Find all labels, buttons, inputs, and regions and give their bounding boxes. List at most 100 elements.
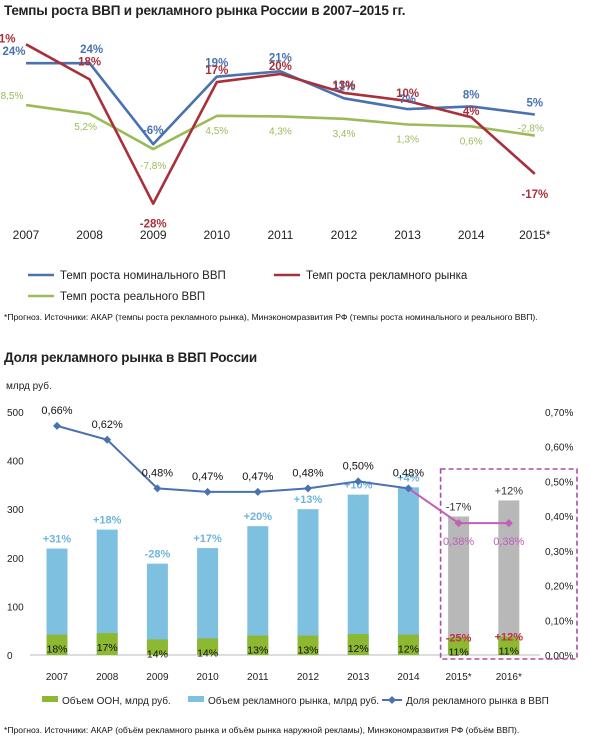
share-marker bbox=[404, 484, 413, 493]
legend-label-nominal-gdp: Темп роста номинального ВВП bbox=[60, 270, 226, 282]
ooh-share-label: 13% bbox=[297, 645, 318, 657]
data-label-nominal-gdp: -6% bbox=[143, 125, 163, 137]
share-marker bbox=[253, 487, 262, 496]
data-label-real-gdp: 4,3% bbox=[269, 126, 292, 137]
y-axis-title: млрд руб. bbox=[6, 380, 52, 392]
share-marker bbox=[103, 435, 112, 444]
bar-ooh bbox=[397, 634, 419, 655]
bar-ooh bbox=[297, 635, 319, 655]
bar-ooh bbox=[46, 634, 68, 655]
y-tick-label: 300 bbox=[7, 505, 24, 516]
y2-tick-label: 0,70% bbox=[545, 408, 573, 419]
bar-ooh bbox=[347, 634, 369, 655]
x-tick-label: 2008 bbox=[96, 672, 119, 683]
data-label-nominal-gdp: 24% bbox=[80, 44, 103, 56]
bar-ooh bbox=[498, 636, 520, 655]
bar-ad-market bbox=[247, 526, 269, 655]
bar-ooh bbox=[247, 635, 269, 655]
x-tick-label: 2013 bbox=[394, 228, 421, 242]
data-label-ad-market: -17% bbox=[521, 189, 548, 201]
legend-marker-share bbox=[388, 696, 396, 704]
data-label-real-gdp: -7,8% bbox=[140, 161, 166, 172]
ad-market-change-label: -17% bbox=[446, 501, 472, 513]
share-value-label: 0,47% bbox=[242, 471, 273, 483]
data-label-nominal-gdp: 21% bbox=[269, 52, 292, 64]
ooh-change-label: -25% bbox=[446, 633, 472, 645]
ooh-share-label: 14% bbox=[197, 647, 218, 659]
share-value-label: 0,48% bbox=[393, 467, 424, 479]
y2-tick-label: 0,00% bbox=[545, 651, 573, 662]
ad-market-change-label: -28% bbox=[145, 549, 171, 561]
series-line-ad-market bbox=[25, 43, 536, 205]
data-label-ad-market: 13% bbox=[332, 80, 355, 92]
legend-label-ooh: Объем ООН, млрд руб. bbox=[62, 695, 171, 707]
series-line-real-gdp bbox=[25, 103, 535, 151]
x-tick-label: 2008 bbox=[76, 228, 103, 242]
y-tick-label: 200 bbox=[7, 554, 24, 565]
ooh-share-label: 11% bbox=[499, 646, 519, 658]
data-label-ad-market: 10% bbox=[396, 88, 419, 100]
data-label-real-gdp: 1,3% bbox=[396, 134, 419, 145]
ad-market-change-label: +20% bbox=[244, 511, 273, 523]
share-marker bbox=[454, 519, 463, 528]
data-label-ad-market: -28% bbox=[140, 219, 167, 231]
data-label-nominal-gdp: 24% bbox=[2, 46, 25, 58]
share-marker bbox=[53, 421, 61, 430]
bar-ooh bbox=[96, 633, 118, 655]
x-tick-label: 2010 bbox=[203, 228, 230, 242]
data-label-nominal-gdp: 19% bbox=[205, 58, 228, 70]
share-value-label: 0,50% bbox=[343, 460, 374, 472]
y-tick-label: 0 bbox=[7, 651, 13, 662]
ad-market-change-label: +18% bbox=[93, 515, 122, 527]
share-marker bbox=[304, 484, 312, 493]
share-value-label: 0,48% bbox=[292, 467, 323, 479]
data-label-nominal-gdp: 5% bbox=[526, 98, 543, 110]
y-tick-label: 500 bbox=[7, 408, 24, 419]
ooh-share-label: 17% bbox=[97, 642, 118, 654]
data-label-ad-market: 20% bbox=[269, 61, 292, 73]
bar-ooh bbox=[197, 638, 219, 655]
legend-swatch-ooh bbox=[42, 696, 58, 702]
chart1-title: Темпы роста ВВП и рекламного рынка Росси… bbox=[4, 3, 406, 18]
data-label-ad-market: 4% bbox=[463, 106, 480, 118]
share-value-label: 0,47% bbox=[192, 471, 223, 483]
share-value-label: 0,66% bbox=[41, 405, 72, 417]
bar-ooh bbox=[448, 637, 470, 655]
ooh-share-label: 18% bbox=[46, 644, 67, 656]
ooh-share-label: 12% bbox=[348, 643, 369, 655]
share-value-label: 0,48% bbox=[142, 467, 173, 479]
data-label-real-gdp: -2,8% bbox=[518, 124, 544, 135]
x-tick-label: 2009 bbox=[146, 672, 169, 683]
ooh-share-label: 11% bbox=[448, 647, 468, 659]
ad-market-share-combo-chart: млрд руб. 0 100 200 300 400 500 0,00% 0,10% 0,20%… bbox=[6, 380, 578, 707]
chart2-title: Доля рекламного рынка в ВВП России bbox=[4, 350, 257, 365]
ad-market-change-label: +17% bbox=[193, 533, 222, 545]
bar-ad-market bbox=[448, 516, 470, 655]
share-line bbox=[56, 424, 409, 493]
x-tick-label: 2015* bbox=[519, 228, 551, 242]
y2-tick-label: 0,10% bbox=[545, 616, 573, 627]
share-marker bbox=[354, 477, 363, 486]
share-marker bbox=[203, 487, 212, 496]
share-value-label: 0,62% bbox=[92, 419, 123, 431]
forecast-frame bbox=[439, 468, 578, 660]
bar-ad-market bbox=[397, 487, 419, 655]
share-marker bbox=[504, 519, 513, 528]
y2-tick-label: 0,50% bbox=[545, 477, 573, 488]
legend-label-share: Доля рекламного рынка в ВВП bbox=[406, 696, 549, 707]
bar-ad-market bbox=[498, 500, 520, 655]
ad-market-change-label: +4% bbox=[397, 472, 420, 484]
series-line-nominal-gdp bbox=[26, 61, 535, 146]
chart2-footnote: *Прогноз. Источники: АКАР (объём рекламн… bbox=[4, 725, 520, 735]
bar-ad-market bbox=[46, 548, 68, 655]
data-label-real-gdp: 5,2% bbox=[74, 122, 97, 133]
bar-ad-market bbox=[197, 548, 219, 655]
legend-label-ad-market: Темп роста рекламного рынка bbox=[306, 270, 468, 282]
share-marker bbox=[153, 484, 162, 493]
x-tick-label: 2012 bbox=[331, 228, 358, 242]
bar-ooh bbox=[146, 639, 168, 655]
ad-market-change-label: +31% bbox=[43, 534, 72, 546]
ad-market-change-label: +13% bbox=[294, 494, 323, 506]
x-tick-label: 2011 bbox=[247, 672, 269, 683]
data-label-real-gdp: 3,4% bbox=[333, 129, 356, 140]
